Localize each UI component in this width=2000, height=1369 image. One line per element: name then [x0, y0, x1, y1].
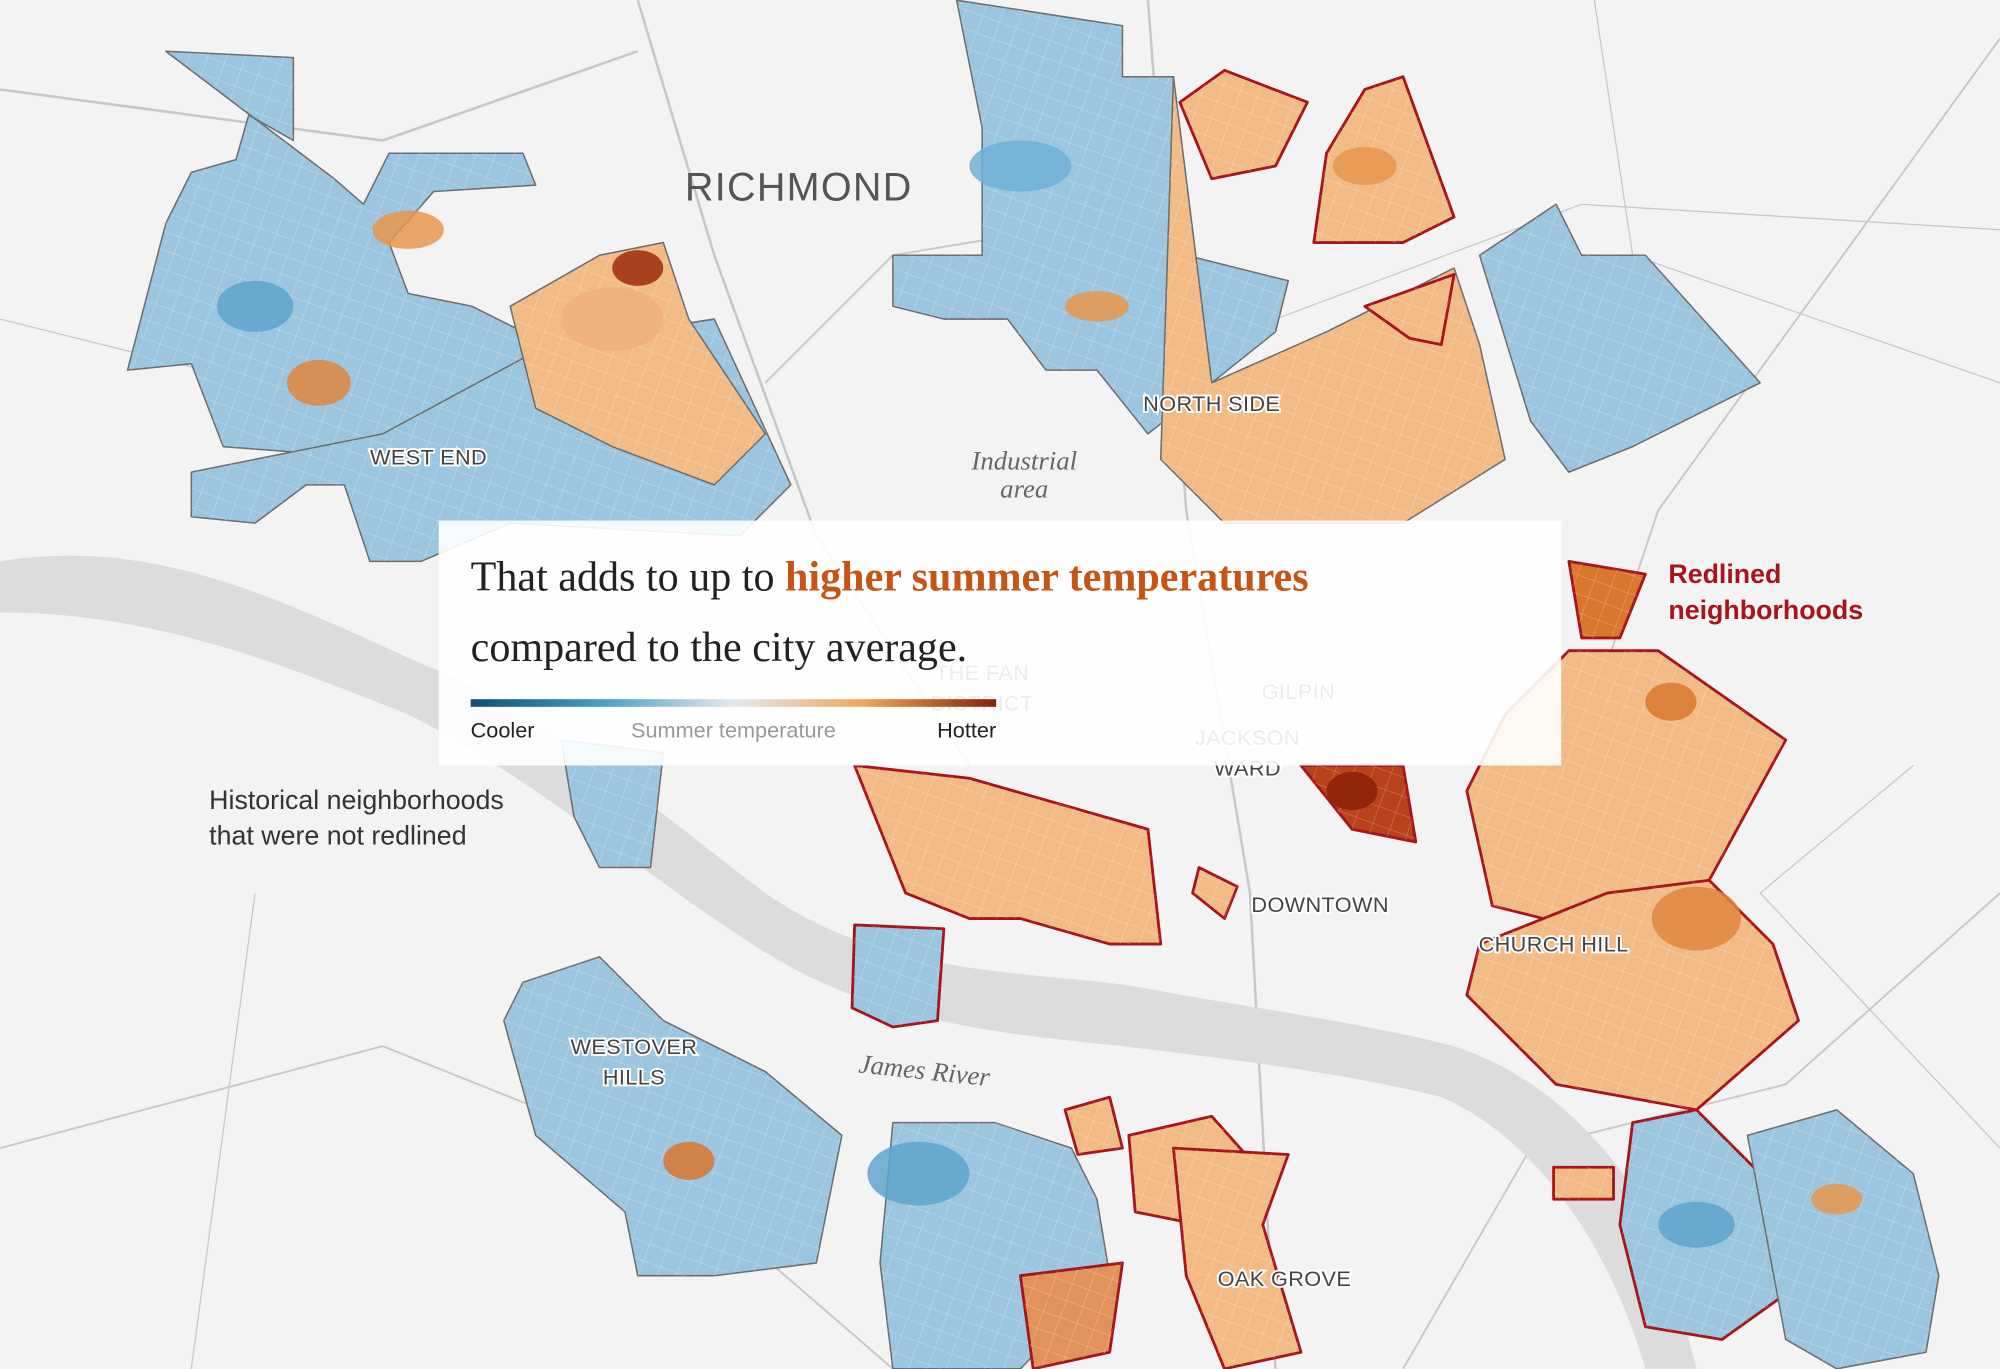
neighborhoods: [126, 0, 1940, 1369]
street-texture: [1160, 76, 1506, 524]
annotation-line: Historical neighborhoods: [209, 785, 504, 815]
street-texture: [1568, 561, 1646, 638]
street-texture: [854, 765, 1161, 945]
label-line: DOWNTOWN: [1251, 892, 1388, 917]
neighborhood-label: WESTOVER HILLS: [571, 1034, 698, 1090]
temperature-patch: [1065, 291, 1129, 322]
legend-low: Cooler: [471, 717, 535, 742]
city-label: RICHMOND: [685, 165, 913, 209]
road: [1275, 203, 2000, 320]
label-line: HILLS: [603, 1064, 665, 1089]
street-texture: [1065, 1097, 1123, 1155]
road: [0, 50, 639, 142]
street-texture: [1173, 1148, 1302, 1369]
road: [190, 892, 256, 1369]
temperature-patch: [612, 250, 664, 286]
street-texture: [1747, 1109, 1939, 1369]
annotation-line: Redlined: [1668, 559, 1781, 589]
caption-text: That adds to up to: [471, 554, 785, 601]
temperature-patch: [1326, 771, 1378, 811]
temperature-patch: [561, 287, 664, 351]
temperature-patch: [867, 1141, 970, 1206]
road: [1759, 765, 2000, 1149]
caption-box: That adds to up to higher summer tempera…: [438, 520, 1562, 766]
temperature-patch: [372, 210, 444, 249]
street-texture: [1020, 1262, 1123, 1369]
label-line: CHURCH HILL: [1479, 932, 1629, 957]
redlined-annotation: Redlined neighborhoods: [1668, 559, 1863, 625]
annotation-line: that were not redlined: [209, 821, 466, 851]
neighborhood-label: NORTH SIDE: [1143, 391, 1280, 416]
label-line: WEST END: [370, 444, 487, 469]
street-texture: [1179, 70, 1308, 179]
temperature-patch: [1645, 682, 1697, 721]
street-texture: [503, 956, 842, 1276]
temperature-patch: [286, 359, 351, 406]
street-texture: [561, 739, 664, 868]
street-texture: [127, 51, 549, 453]
not-redlined-annotation: Historical neighborhoods that were not re…: [209, 785, 504, 851]
label-line: NORTH SIDE: [1143, 391, 1280, 416]
neighborhood-label: WEST END: [370, 444, 487, 469]
caption-background: [438, 520, 1562, 766]
temperature-patch: [969, 140, 1072, 192]
label-line: area: [1000, 474, 1048, 504]
street-texture: [1479, 204, 1761, 473]
legend-gradient: [470, 699, 997, 707]
caption-line-2: compared to the city average.: [471, 624, 968, 671]
neighborhood-label: CHURCH HILL: [1479, 932, 1629, 957]
temperature-patch: [1332, 146, 1397, 186]
street-texture: [1553, 1167, 1614, 1200]
annotation-line: neighborhoods: [1668, 595, 1863, 625]
james-river: [0, 555, 1697, 1369]
label-line: OAK GROVE: [1218, 1266, 1352, 1291]
temperature-patch: [663, 1141, 715, 1181]
label-line: Industrial: [970, 446, 1077, 476]
neighborhood-label: OAK GROVE: [1218, 1266, 1352, 1291]
legend-title: Summer temperature: [631, 717, 836, 742]
street-texture: [1364, 274, 1455, 345]
temperature-patch: [216, 280, 294, 332]
caption-highlight: higher summer temperatures: [785, 554, 1309, 601]
temperature-patch: [1658, 1201, 1735, 1248]
neighborhood-label: DOWNTOWN: [1251, 892, 1388, 917]
river-label: James River: [857, 1049, 992, 1093]
street-texture: [1192, 867, 1238, 919]
temperature-patch: [1811, 1183, 1863, 1215]
temperature-patch: [1651, 886, 1742, 951]
legend-high: Hotter: [937, 717, 996, 742]
street-texture: [852, 924, 944, 1027]
caption-line-1: That adds to up to higher summer tempera…: [471, 554, 1309, 601]
industrial-label: Industrial area: [970, 446, 1077, 504]
label-line: WESTOVER: [571, 1034, 698, 1059]
